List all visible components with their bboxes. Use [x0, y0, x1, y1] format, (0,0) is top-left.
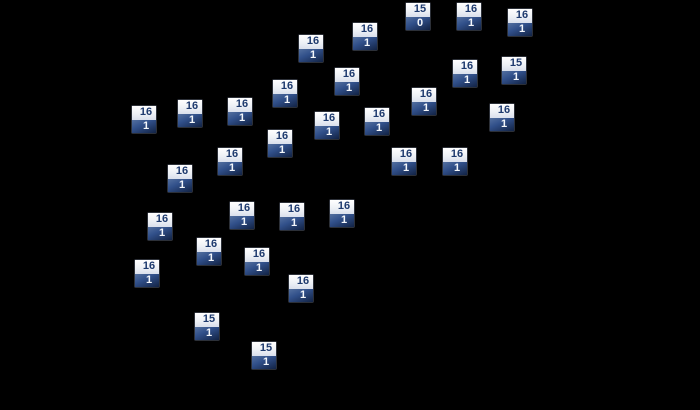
unit-counter-tile-4[interactable]: 16 1: [299, 35, 323, 62]
tile-bottom-value: 1: [330, 213, 354, 227]
tile-bottom-value: 1: [443, 161, 467, 175]
tile-bottom-value: 1: [178, 113, 202, 127]
tile-top-value: 16: [335, 68, 359, 82]
unit-counter-tile-15[interactable]: 16 1: [315, 112, 339, 139]
tile-bottom-value: 1: [457, 16, 481, 30]
unit-counter-tile-10[interactable]: 16 1: [228, 98, 252, 125]
unit-counter-tile-14[interactable]: 16 1: [365, 108, 389, 135]
tile-bottom-value: 1: [252, 355, 276, 369]
unit-counter-tile-21[interactable]: 16 1: [330, 200, 354, 227]
tile-bottom-value: 1: [315, 125, 339, 139]
tile-top-value: 16: [490, 104, 514, 118]
tile-bottom-value: 1: [148, 226, 172, 240]
unit-counter-tile-20[interactable]: 16 1: [168, 165, 192, 192]
tile-top-value: 15: [502, 57, 526, 71]
unit-counter-tile-25[interactable]: 16 1: [197, 238, 221, 265]
unit-counter-tile-11[interactable]: 16 1: [178, 100, 202, 127]
tile-top-value: 16: [353, 23, 377, 37]
tile-bottom-value: 1: [218, 161, 242, 175]
tile-bottom-value: 1: [228, 111, 252, 125]
tile-top-value: 16: [178, 100, 202, 114]
unit-counter-tile-1[interactable]: 16 1: [457, 3, 481, 30]
tile-bottom-value: 0: [406, 16, 430, 30]
tile-top-value: 16: [245, 248, 269, 262]
tile-bottom-value: 1: [365, 121, 389, 135]
unit-counter-tile-27[interactable]: 16 1: [135, 260, 159, 287]
unit-counter-tile-13[interactable]: 16 1: [490, 104, 514, 131]
tile-top-value: 16: [453, 60, 477, 74]
tile-top-value: 15: [252, 342, 276, 356]
unit-counter-tile-6[interactable]: 16 1: [453, 60, 477, 87]
tile-bottom-value: 1: [508, 22, 532, 36]
tile-bottom-value: 1: [168, 178, 192, 192]
tile-bottom-value: 1: [289, 288, 313, 302]
tile-bottom-value: 1: [392, 161, 416, 175]
tile-top-value: 16: [412, 88, 436, 102]
unit-counter-tile-30[interactable]: 15 1: [252, 342, 276, 369]
tile-bottom-value: 1: [453, 73, 477, 87]
tile-top-value: 16: [280, 203, 304, 217]
tile-top-value: 16: [299, 35, 323, 49]
unit-counter-tile-24[interactable]: 16 1: [148, 213, 172, 240]
tile-bottom-value: 1: [135, 273, 159, 287]
tile-bottom-value: 1: [230, 215, 254, 229]
tile-top-value: 16: [197, 238, 221, 252]
tile-bottom-value: 1: [195, 326, 219, 340]
unit-counter-tile-0[interactable]: 15 0: [406, 3, 430, 30]
tile-top-value: 16: [228, 98, 252, 112]
unit-counter-tile-17[interactable]: 16 1: [218, 148, 242, 175]
tile-top-value: 15: [406, 3, 430, 17]
unit-counter-tile-8[interactable]: 16 1: [273, 80, 297, 107]
tile-bottom-value: 1: [353, 36, 377, 50]
tile-top-value: 16: [135, 260, 159, 274]
unit-counter-tile-18[interactable]: 16 1: [392, 148, 416, 175]
tile-bottom-value: 1: [268, 143, 292, 157]
tile-top-value: 16: [148, 213, 172, 227]
tile-top-value: 16: [330, 200, 354, 214]
unit-counter-tile-2[interactable]: 16 1: [508, 9, 532, 36]
unit-counter-tile-22[interactable]: 16 1: [230, 202, 254, 229]
tile-bottom-value: 1: [273, 93, 297, 107]
tile-top-value: 16: [268, 130, 292, 144]
tile-top-value: 16: [289, 275, 313, 289]
unit-counter-tile-19[interactable]: 16 1: [443, 148, 467, 175]
tile-top-value: 16: [273, 80, 297, 94]
tile-bottom-value: 1: [132, 119, 156, 133]
tile-top-value: 16: [132, 106, 156, 120]
tile-bottom-value: 1: [280, 216, 304, 230]
unit-counter-tile-23[interactable]: 16 1: [280, 203, 304, 230]
tile-bottom-value: 1: [245, 261, 269, 275]
tile-bottom-value: 1: [299, 48, 323, 62]
tile-top-value: 16: [168, 165, 192, 179]
tile-top-value: 16: [392, 148, 416, 162]
tile-bottom-value: 1: [197, 251, 221, 265]
tile-bottom-value: 1: [412, 101, 436, 115]
tile-top-value: 16: [457, 3, 481, 17]
tile-bottom-value: 1: [502, 70, 526, 84]
tile-bottom-value: 1: [490, 117, 514, 131]
unit-counter-tile-3[interactable]: 16 1: [353, 23, 377, 50]
unit-counter-tile-26[interactable]: 16 1: [245, 248, 269, 275]
unit-counter-tile-28[interactable]: 16 1: [289, 275, 313, 302]
unit-counter-tile-9[interactable]: 16 1: [412, 88, 436, 115]
tile-bottom-value: 1: [335, 81, 359, 95]
unit-counter-tile-12[interactable]: 16 1: [132, 106, 156, 133]
tile-top-value: 16: [443, 148, 467, 162]
unit-counter-tile-5[interactable]: 15 1: [502, 57, 526, 84]
unit-counter-tile-7[interactable]: 16 1: [335, 68, 359, 95]
tile-top-value: 16: [218, 148, 242, 162]
tile-top-value: 15: [195, 313, 219, 327]
tile-top-value: 16: [230, 202, 254, 216]
tile-top-value: 16: [315, 112, 339, 126]
tile-top-value: 16: [508, 9, 532, 23]
unit-counter-tile-29[interactable]: 15 1: [195, 313, 219, 340]
unit-counter-tile-16[interactable]: 16 1: [268, 130, 292, 157]
tile-top-value: 16: [365, 108, 389, 122]
